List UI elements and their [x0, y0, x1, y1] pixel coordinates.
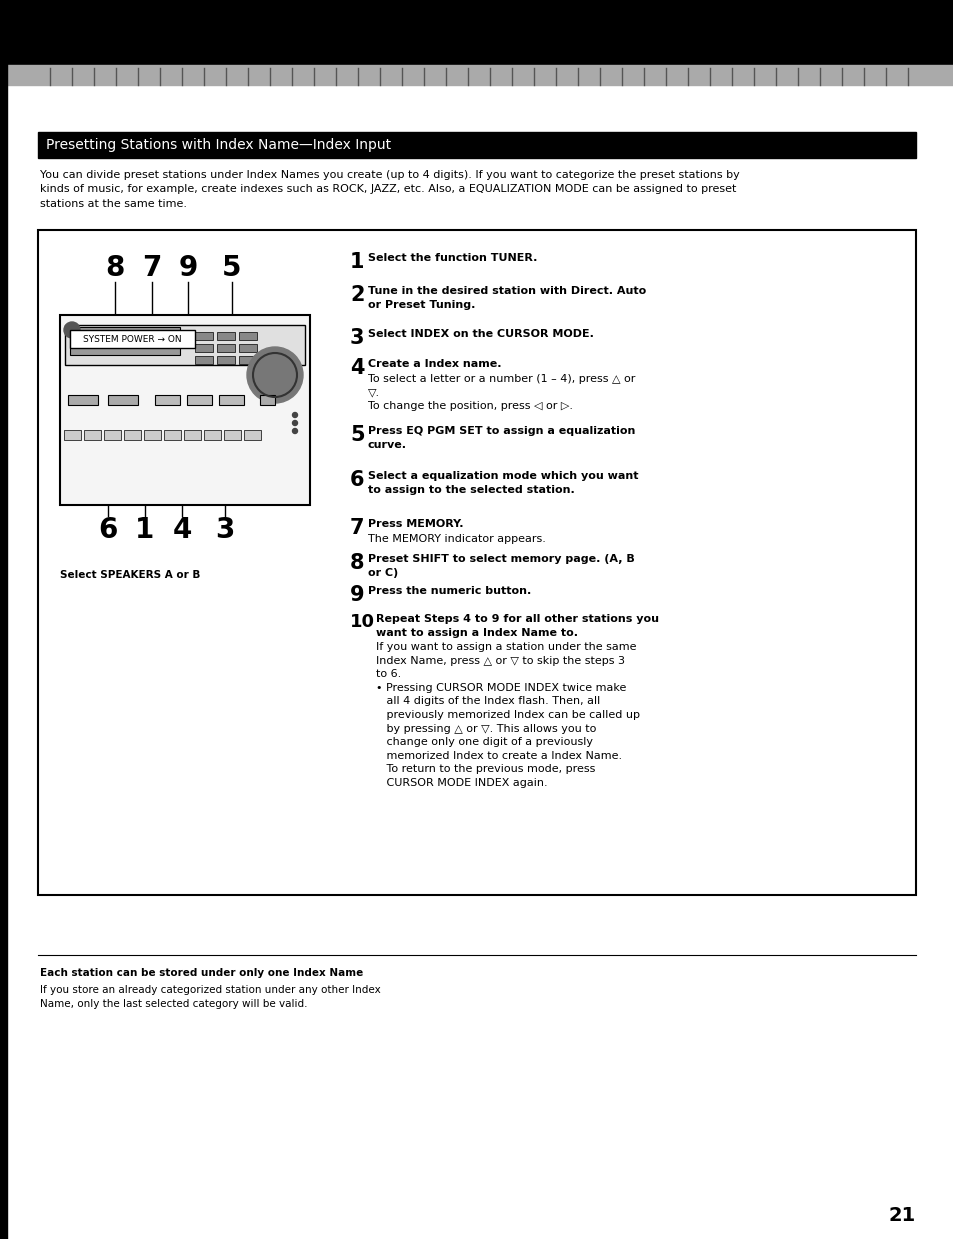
Text: To select a letter or a number (1 – 4), press △ or
▽.
To change the position, pr: To select a letter or a number (1 – 4), …: [368, 374, 635, 411]
Text: Press EQ PGM SET to assign a equalization
curve.: Press EQ PGM SET to assign a equalizatio…: [368, 426, 635, 450]
Circle shape: [293, 429, 297, 434]
Circle shape: [293, 413, 297, 418]
Text: Select INDEX on the CURSOR MODE.: Select INDEX on the CURSOR MODE.: [368, 330, 594, 339]
Circle shape: [293, 420, 297, 425]
Text: 4: 4: [350, 358, 364, 378]
Text: Preset SHIFT to select memory page. (A, B
or C): Preset SHIFT to select memory page. (A, …: [368, 554, 634, 577]
Text: 9: 9: [178, 254, 197, 282]
Bar: [64, 430, 81, 440]
Bar: [38, 133, 915, 159]
Text: 5: 5: [350, 425, 364, 445]
Text: 3: 3: [215, 515, 234, 544]
Text: 6: 6: [350, 470, 364, 489]
Bar: [65, 325, 305, 366]
Bar: [239, 332, 256, 339]
Text: Tune in the desired station with Direct. Auto
or Preset Tuning.: Tune in the desired station with Direct.…: [368, 286, 645, 310]
Text: Press the numeric button.: Press the numeric button.: [368, 586, 531, 596]
Text: 21: 21: [888, 1206, 915, 1225]
Text: 7: 7: [142, 254, 161, 282]
Text: 7: 7: [350, 518, 364, 538]
Bar: [216, 356, 234, 364]
Text: 2: 2: [350, 285, 364, 305]
Bar: [184, 430, 201, 440]
Text: 4: 4: [172, 515, 192, 544]
Bar: [70, 330, 194, 348]
Text: 1: 1: [350, 252, 364, 273]
Text: You can divide preset stations under Index Names you create (up to 4 digits). If: You can divide preset stations under Ind…: [40, 170, 739, 209]
Text: 6: 6: [98, 515, 117, 544]
Bar: [108, 395, 138, 405]
Bar: [60, 315, 310, 506]
Text: Select a equalization mode which you want
to assign to the selected station.: Select a equalization mode which you wan…: [368, 471, 638, 494]
Bar: [0, 64, 953, 85]
Bar: [187, 395, 212, 405]
Text: 10: 10: [350, 613, 375, 631]
Text: Each station can be stored under only one Index Name: Each station can be stored under only on…: [40, 968, 363, 978]
Text: If you store an already categorized station under any other Index
Name, only the: If you store an already categorized stat…: [40, 985, 380, 1009]
Bar: [244, 430, 261, 440]
Bar: [0, 0, 7, 1239]
Text: If you want to assign a station under the same
Index Name, press △ or ▽ to skip : If you want to assign a station under th…: [375, 642, 639, 788]
Bar: [194, 344, 213, 352]
Bar: [239, 344, 256, 352]
Text: 8: 8: [350, 553, 364, 572]
Bar: [144, 430, 161, 440]
Circle shape: [247, 347, 303, 403]
Bar: [239, 356, 256, 364]
Bar: [194, 356, 213, 364]
Text: 9: 9: [350, 585, 364, 605]
Bar: [104, 430, 121, 440]
Bar: [70, 327, 180, 356]
Circle shape: [64, 322, 80, 338]
Text: 3: 3: [350, 328, 364, 348]
Bar: [38, 230, 915, 895]
Bar: [204, 430, 221, 440]
Bar: [216, 332, 234, 339]
Bar: [154, 395, 180, 405]
Text: Select SPEAKERS A or B: Select SPEAKERS A or B: [60, 570, 200, 580]
Bar: [260, 395, 274, 405]
Text: Select the function TUNER.: Select the function TUNER.: [368, 253, 537, 263]
Bar: [216, 344, 234, 352]
Bar: [84, 430, 101, 440]
Text: 1: 1: [135, 515, 154, 544]
Bar: [194, 332, 213, 339]
Text: The MEMORY indicator appears.: The MEMORY indicator appears.: [368, 534, 545, 544]
Bar: [164, 430, 181, 440]
Bar: [224, 430, 241, 440]
Text: Presetting Stations with Index Name—Index Input: Presetting Stations with Index Name—Inde…: [46, 138, 391, 152]
Text: Press MEMORY.: Press MEMORY.: [368, 519, 463, 529]
Text: 5: 5: [222, 254, 241, 282]
Bar: [124, 430, 141, 440]
Text: SYSTEM POWER → ON: SYSTEM POWER → ON: [83, 335, 181, 343]
Bar: [219, 395, 244, 405]
Text: Repeat Steps 4 to 9 for all other stations you
want to assign a Index Name to.: Repeat Steps 4 to 9 for all other statio…: [375, 615, 659, 638]
Text: Create a Index name.: Create a Index name.: [368, 359, 501, 369]
Text: 8: 8: [105, 254, 125, 282]
Bar: [68, 395, 98, 405]
Bar: [0, 0, 953, 64]
